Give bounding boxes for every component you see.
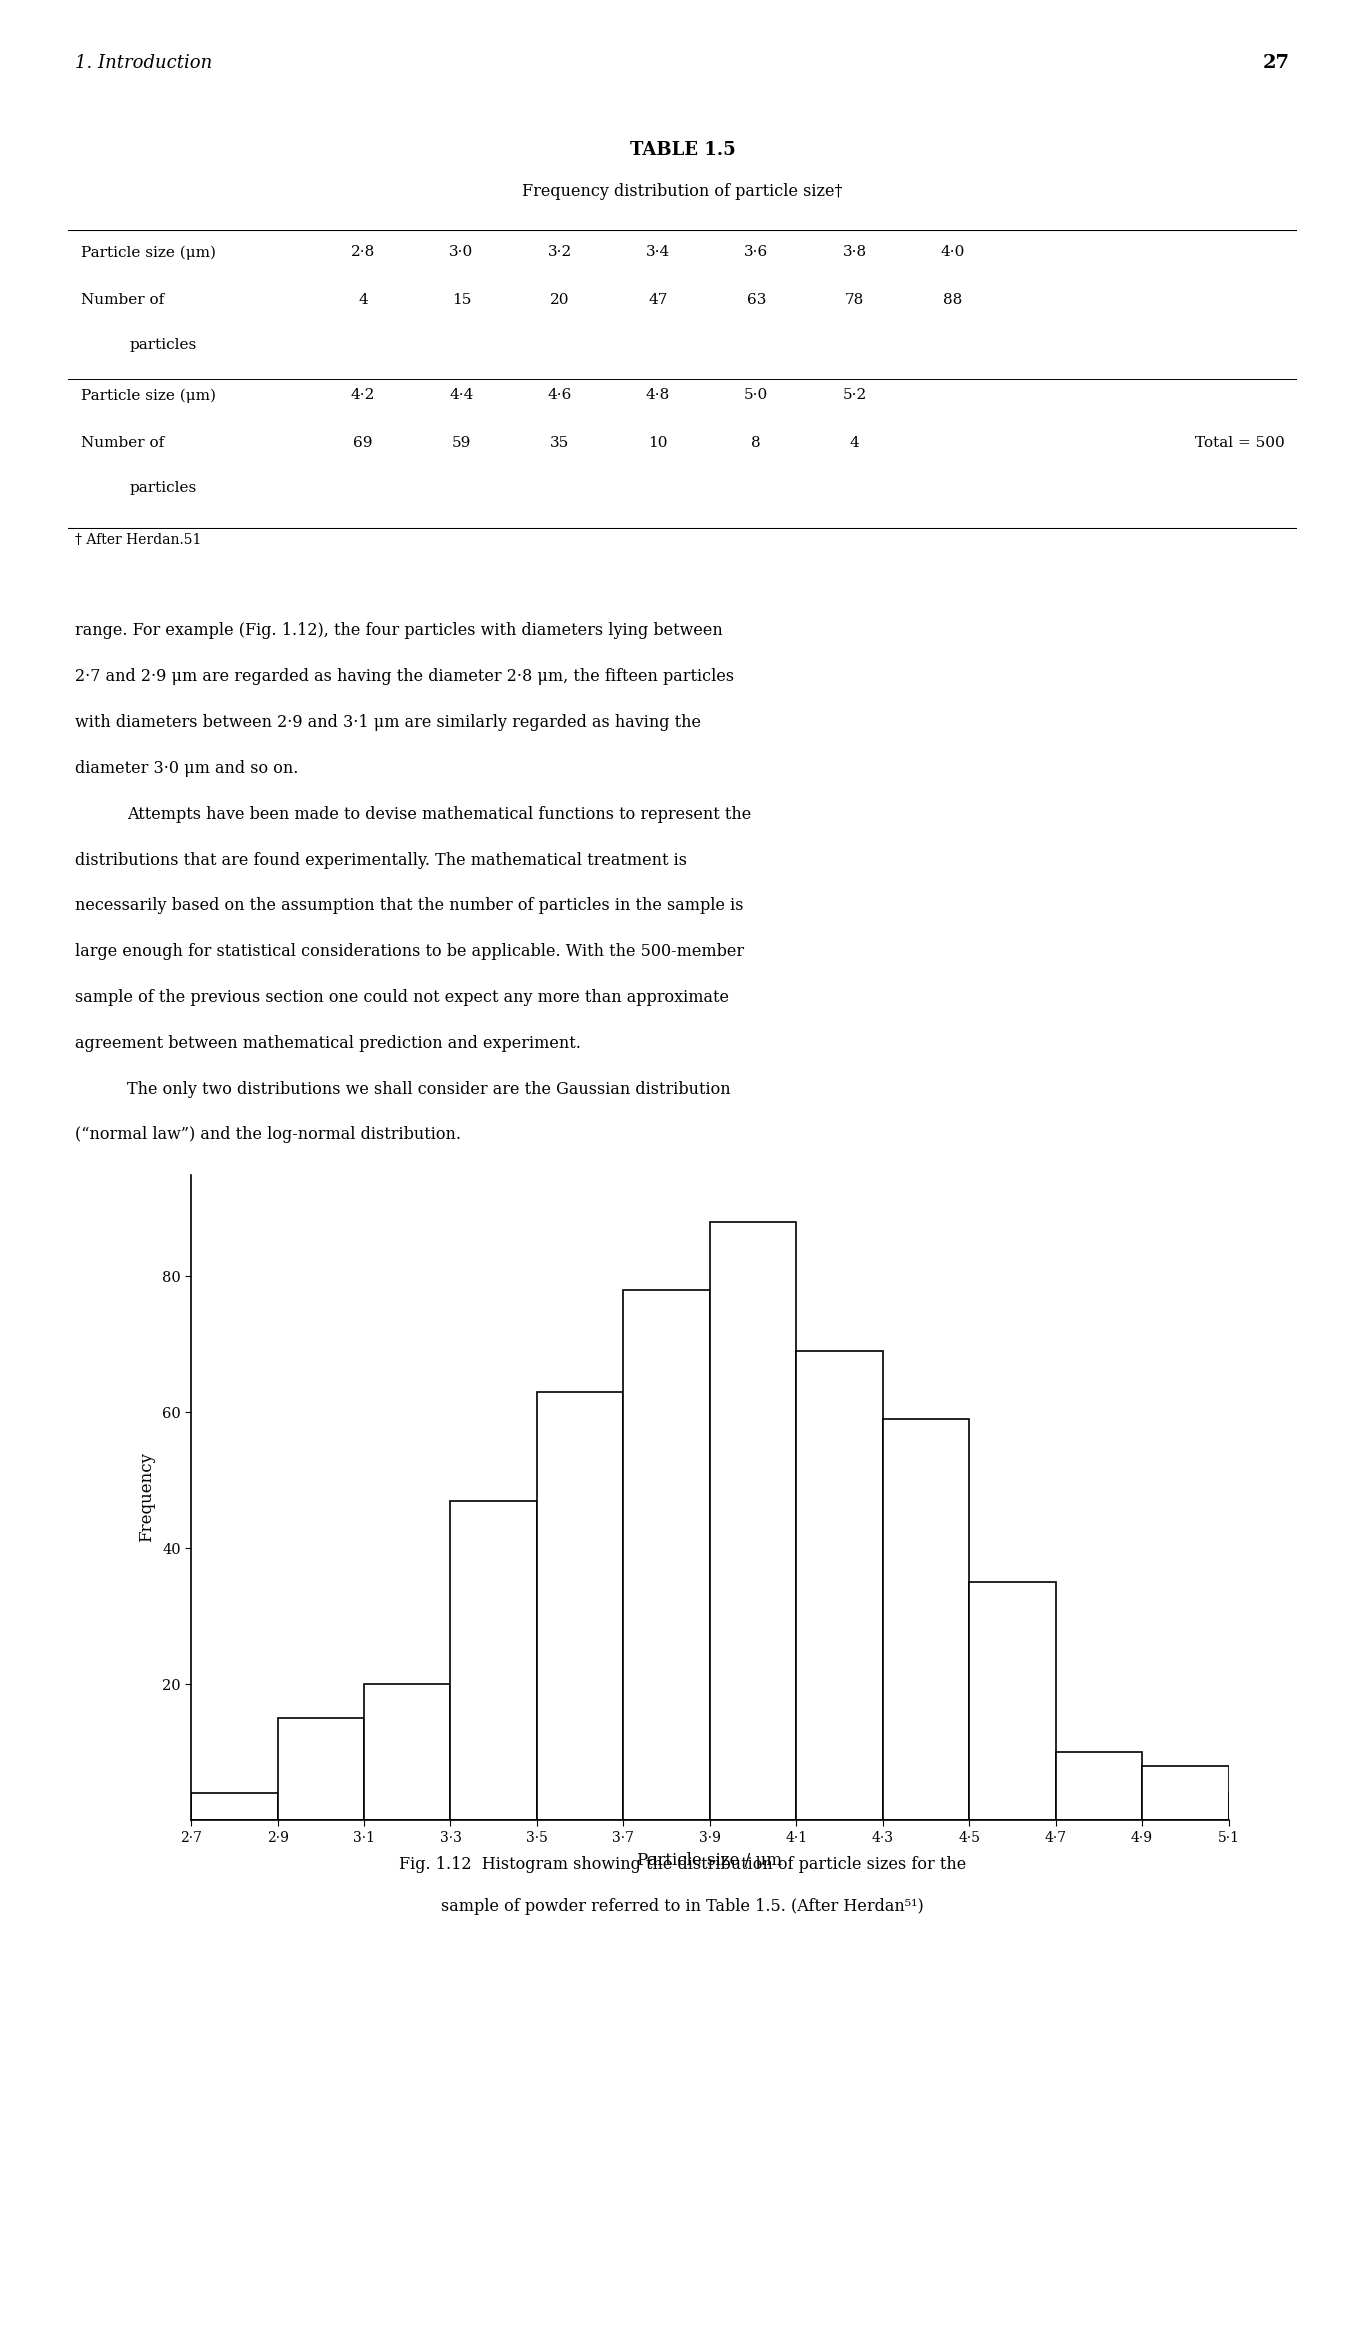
Text: The only two distributions we shall consider are the Gaussian distribution: The only two distributions we shall cons… [127,1081,730,1097]
Text: 78: 78 [845,294,864,308]
Text: 8: 8 [751,437,762,451]
Text: 4·2: 4·2 [351,388,375,402]
Bar [191,1792,277,1820]
Text: 4: 4 [849,437,860,451]
Text: 69: 69 [354,437,373,451]
Text: 3·6: 3·6 [744,244,768,258]
Bar [969,1583,1055,1820]
Bar [883,1419,969,1820]
Text: distributions that are found experimentally. The mathematical treatment is: distributions that are found experimenta… [75,850,687,869]
Text: 4·6: 4·6 [547,388,572,402]
Bar [536,1393,624,1820]
Text: range. For example (Fig. 1.12), the four particles with diameters lying between: range. For example (Fig. 1.12), the four… [75,622,723,639]
Text: 3·4: 3·4 [646,244,670,258]
Text: 5·2: 5·2 [842,388,867,402]
Text: 1. Introduction: 1. Introduction [75,54,213,73]
Text: Particle size (μm): Particle size (μm) [81,244,216,258]
Text: diameter 3·0 μm and so on.: diameter 3·0 μm and so on. [75,759,299,778]
Bar [1228,1792,1314,1820]
Bar [796,1351,883,1820]
Text: 63: 63 [747,294,766,308]
X-axis label: Particle size / μm: Particle size / μm [637,1851,782,1870]
Text: large enough for statistical considerations to be applicable. With the 500-membe: large enough for statistical considerati… [75,942,744,961]
Text: Number of: Number of [81,437,164,451]
Bar [364,1684,450,1820]
Text: Total = 500: Total = 500 [1194,437,1284,451]
Text: 4·8: 4·8 [646,388,670,402]
Text: 4: 4 [358,294,369,308]
Text: 35: 35 [550,437,569,451]
Text: sample of the previous section one could not expect any more than approximate: sample of the previous section one could… [75,989,729,1005]
Text: sample of powder referred to in Table 1.5. (After Herdan⁵¹): sample of powder referred to in Table 1.… [441,1898,924,1914]
Text: 88: 88 [943,294,962,308]
Bar [450,1501,536,1820]
Text: 59: 59 [452,437,471,451]
Bar [277,1719,364,1820]
Y-axis label: Frequency: Frequency [138,1452,156,1543]
Text: 4·4: 4·4 [449,388,474,402]
Text: 2·7 and 2·9 μm are regarded as having the diameter 2·8 μm, the fifteen particles: 2·7 and 2·9 μm are regarded as having th… [75,667,734,686]
Text: necessarily based on the assumption that the number of particles in the sample i: necessarily based on the assumption that… [75,897,744,914]
Text: (“normal law”) and the log-normal distribution.: (“normal law”) and the log-normal distri… [75,1125,461,1144]
Bar [710,1221,796,1820]
Text: Particle size (μm): Particle size (μm) [81,388,216,402]
Text: 5·0: 5·0 [744,388,768,402]
Text: 4·0: 4·0 [940,244,965,258]
Text: † After Herdan.51: † After Herdan.51 [75,533,202,547]
Text: 47: 47 [648,294,667,308]
Text: 20: 20 [550,294,569,308]
Bar [1143,1766,1228,1820]
Text: Attempts have been made to devise mathematical functions to represent the: Attempts have been made to devise mathem… [127,806,751,822]
Bar [624,1290,710,1820]
Text: particles: particles [130,338,197,352]
Text: 3·8: 3·8 [842,244,867,258]
Text: 15: 15 [452,294,471,308]
Bar [1055,1752,1143,1820]
Text: particles: particles [130,482,197,496]
Text: 27: 27 [1263,54,1290,73]
Text: Frequency distribution of particle size†: Frequency distribution of particle size† [523,183,842,200]
Text: Number of: Number of [81,294,164,308]
Text: 3·0: 3·0 [449,244,474,258]
Text: agreement between mathematical prediction and experiment.: agreement between mathematical predictio… [75,1034,581,1052]
Text: 3·2: 3·2 [547,244,572,258]
Text: 10: 10 [648,437,667,451]
Text: TABLE 1.5: TABLE 1.5 [629,141,736,160]
Text: Fig. 1.12  Histogram showing the distribution of particle sizes for the: Fig. 1.12 Histogram showing the distribu… [399,1856,966,1872]
Text: with diameters between 2·9 and 3·1 μm are similarly regarded as having the: with diameters between 2·9 and 3·1 μm ar… [75,714,702,731]
Text: 2·8: 2·8 [351,244,375,258]
